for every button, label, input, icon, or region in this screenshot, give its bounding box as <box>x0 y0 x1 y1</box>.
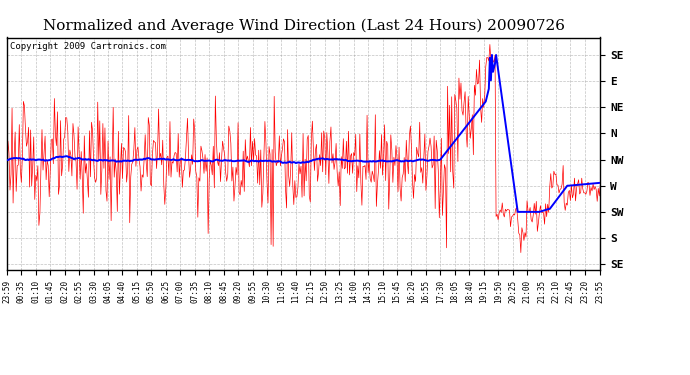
Text: Normalized and Average Wind Direction (Last 24 Hours) 20090726: Normalized and Average Wind Direction (L… <box>43 19 564 33</box>
Text: Copyright 2009 Cartronics.com: Copyright 2009 Cartronics.com <box>10 42 166 51</box>
